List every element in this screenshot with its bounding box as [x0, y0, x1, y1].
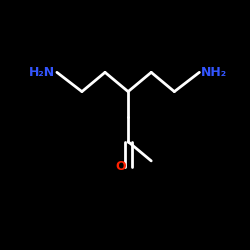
Text: O: O: [116, 160, 126, 173]
Text: H₂N: H₂N: [29, 66, 55, 79]
Text: NH₂: NH₂: [201, 66, 228, 79]
